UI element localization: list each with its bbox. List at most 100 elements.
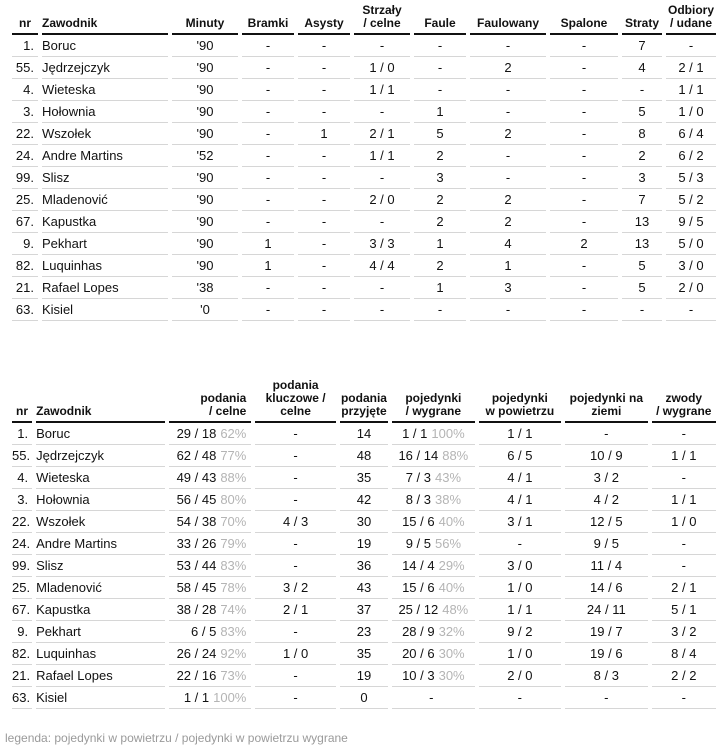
stat-cell: 4 / 4 [354,255,410,277]
stat-cell: 3 [470,277,546,299]
passes-cell: 53 / 44 83% [168,555,252,577]
player-name: Luquinhas [42,255,168,277]
stat-cell: - [550,299,618,321]
duels-cell-percent: 88% [442,448,469,463]
stat-cell: - [298,299,350,321]
table-row: 99. Slisz '90- - -3- -3 5 / 3 [12,167,716,189]
duels-cell-value: 28 / 9 [402,624,435,639]
passes-cell: 62 / 48 77% [168,445,252,467]
stat-cell: - [550,123,618,145]
column-header: Strzały / celne [354,2,410,35]
passes-cell: 33 / 26 79% [168,533,252,555]
key-passes-cell: - [255,533,336,555]
stat-cell: - [470,299,546,321]
stat-cell: 1 / 1 [354,79,410,101]
stat-cell: - [622,79,662,101]
key-passes-cell: - [255,445,336,467]
stat-cell: - [550,211,618,233]
passes-cell: 38 / 28 74% [168,599,252,621]
aerial-duels-cell: 3 / 0 [478,555,562,577]
duels-cell-value: - [429,690,434,705]
stat-cell: - [414,79,466,101]
table-row: 1. Boruc 29 / 18 62% -14 1 / 1 100% 1 / 1-- [12,423,716,445]
player-number: 21. [12,665,33,687]
stat-cell: 6 / 2 [666,145,716,167]
dribbles-cell: - [651,687,716,709]
stat-cell: 2 [414,255,466,277]
column-header: Spalone [550,2,618,35]
received-passes-cell: 14 [339,423,389,445]
stat-cell: 2 / 1 [666,57,716,79]
dribbles-cell: 1 / 1 [651,489,716,511]
passing-duels-table: nr Zawodnik podania / celne podania kluczow… [8,378,720,709]
dribbles-cell: 5 / 1 [651,599,716,621]
duels-cell-percent: 43% [434,470,462,485]
stat-cell: 4 [470,233,546,255]
stat-cell: - [298,167,350,189]
ground-duels-cell: 19 / 7 [565,621,648,643]
passes-cell-value: 53 / 44 [176,558,217,573]
column-header: Minuty [172,2,238,35]
player-number: 55. [12,445,33,467]
ground-duels-cell: - [565,687,648,709]
passes-cell: 58 / 45 78% [168,577,252,599]
match-stats-table: nr Zawodnik Minuty Bramki Asysty Strzały / ce… [8,2,720,321]
key-passes-cell: 2 / 1 [255,599,336,621]
dribbles-cell: - [651,533,716,555]
passes-cell-percent: 74% [220,602,247,617]
stat-cell: - [298,101,350,123]
player-number: 4. [12,467,33,489]
key-passes-cell: - [255,621,336,643]
table-row: 21. Rafael Lopes '38- - -1 3-5 2 / 0 [12,277,716,299]
stat-cell: 5 [622,255,662,277]
stat-cell: 3 / 0 [666,255,716,277]
duels-cell-value: 25 / 12 [398,602,439,617]
player-name: Kapustka [36,599,165,621]
received-passes-cell: 19 [339,665,389,687]
stat-cell: 2 [414,145,466,167]
dribbles-cell: 8 / 4 [651,643,716,665]
stat-cell: - [298,189,350,211]
column-header: nr [12,2,38,35]
passes-cell-percent: 78% [220,580,247,595]
duels-cell-value: 9 / 5 [405,536,431,551]
stat-cell: 6 / 4 [666,123,716,145]
ground-duels-cell: 8 / 3 [565,665,648,687]
stat-cell: - [622,299,662,321]
received-passes-cell: 35 [339,467,389,489]
table-header-row: nr Zawodnik podania / celne podania kluczow… [12,378,716,423]
stat-cell: - [298,57,350,79]
passes-cell-value: 62 / 48 [176,448,217,463]
passes-cell-value: 22 / 16 [176,668,217,683]
player-name: Jędrzejczyk [42,57,168,79]
stat-cell: 1 / 1 [354,145,410,167]
stat-cell: - [414,299,466,321]
player-name: Kapustka [42,211,168,233]
stat-cell: - [354,167,410,189]
stat-cell: - [242,189,294,211]
stat-cell: 5 / 2 [666,189,716,211]
passes-cell-value: 38 / 28 [176,602,217,617]
stat-cell: - [550,35,618,57]
column-header: Odbiory / udane [666,2,716,35]
passes-cell-value: 29 / 18 [176,426,217,441]
column-header: Straty [622,2,662,35]
duels-cell-percent: 38% [434,492,462,507]
stat-cell: '90 [172,167,238,189]
duels-cell-value: 7 / 3 [405,470,431,485]
player-name: Mladenović [42,189,168,211]
stat-cell: - [470,145,546,167]
player-number: 99. [12,555,33,577]
ground-duels-cell: 11 / 4 [565,555,648,577]
passes-cell: 56 / 45 80% [168,489,252,511]
stat-cell: 2 [470,57,546,79]
player-number: 22. [12,511,33,533]
stat-cell: - [354,299,410,321]
stat-cell: 2 / 1 [354,123,410,145]
stat-cell: - [550,189,618,211]
stat-cell: 3 [414,167,466,189]
duels-cell: 28 / 9 32% [392,621,475,643]
